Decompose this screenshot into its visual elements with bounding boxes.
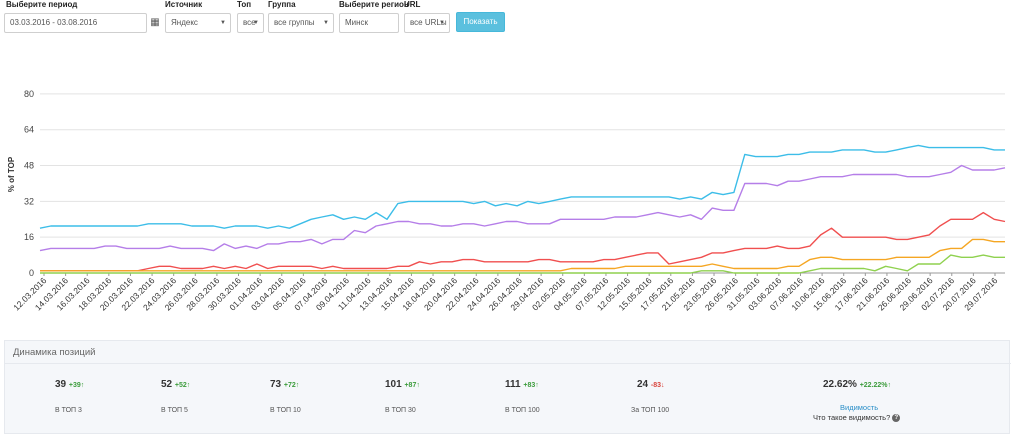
- arrow-up-icon: ↑: [416, 382, 420, 389]
- top-select[interactable]: все ▼: [237, 13, 264, 33]
- stat-delta: +22.22%: [859, 382, 888, 389]
- source-value: Яндекс: [171, 18, 198, 27]
- group-label: Группа: [268, 0, 296, 9]
- show-button[interactable]: Показать: [456, 12, 505, 32]
- arrow-down-icon: ↓: [661, 382, 665, 389]
- stat-top3: 39 +39↑: [55, 379, 84, 390]
- region-filter: Выберите регион: [339, 0, 409, 12]
- stat-value: 39: [55, 379, 67, 390]
- top-filter: Топ: [237, 0, 251, 12]
- stat-value: 52: [161, 379, 173, 390]
- arrow-up-icon: ↑: [80, 382, 85, 389]
- stat-top10: 73 +72↑: [270, 379, 299, 390]
- stat-top5: 52 +52↑: [161, 379, 190, 390]
- stat-delta: -83: [650, 382, 662, 389]
- arrow-up-icon: ↑: [295, 382, 300, 389]
- stat-delta: +39: [68, 382, 81, 389]
- url-select[interactable]: все URLы ▼: [404, 13, 450, 33]
- stat-label-top30: В ТОП 30: [385, 407, 416, 414]
- top-value: все: [243, 18, 256, 27]
- chevron-down-icon: ▼: [439, 20, 445, 26]
- dynamics-title: Динамика позиций: [13, 347, 96, 358]
- y-tick-label: 80: [24, 89, 34, 99]
- url-filter: URL: [404, 0, 420, 12]
- stat-delta: +52: [174, 382, 187, 389]
- region-select[interactable]: Минск: [339, 13, 399, 33]
- calendar-icon[interactable]: ▦: [150, 17, 160, 28]
- arrow-up-icon: ↑: [535, 382, 539, 389]
- dynamics-panel: Динамика позиций 39 +39↑ В ТОП 3 52 +52↑…: [4, 340, 1011, 434]
- top-label: Топ: [237, 0, 252, 9]
- stat-delta: +72: [283, 382, 296, 389]
- period-filter: Выберите период: [6, 0, 77, 12]
- url-label: URL: [404, 0, 421, 9]
- series-line-5: [40, 254, 1005, 274]
- region-value: Минск: [345, 18, 369, 27]
- y-tick-label: 64: [24, 125, 34, 135]
- stat-value: 22.62%: [823, 379, 857, 390]
- stat-label-top3: В ТОП 3: [55, 407, 82, 414]
- source-label: Источник: [165, 0, 203, 9]
- stat-value: 24: [637, 379, 649, 390]
- group-filter: Группа: [268, 0, 296, 12]
- stat-delta: +83: [523, 382, 536, 389]
- visibility-question-text: Что такое видимость?: [813, 413, 891, 422]
- group-select[interactable]: все группы ▼: [268, 13, 334, 33]
- chevron-down-icon: ▼: [220, 20, 226, 26]
- series-line-4: [40, 238, 1005, 272]
- stat-value: 111: [505, 379, 521, 390]
- chevron-down-icon: ▼: [253, 20, 259, 26]
- period-label: Выберите период: [6, 0, 78, 9]
- arrow-up-icon: ↑: [887, 382, 892, 389]
- region-label: Выберите регион: [339, 0, 409, 9]
- url-value: все URLы: [410, 18, 447, 27]
- stat-beyond-top100: 24 -83↓: [637, 379, 665, 390]
- stat-label-top100: В ТОП 100: [505, 407, 540, 414]
- stat-label-top10: В ТОП 10: [270, 407, 301, 414]
- source-filter: Источник: [165, 0, 202, 12]
- y-tick-label: 0: [29, 268, 34, 278]
- series-line-1: [39, 144, 1005, 229]
- stat-top100: 111 +83↑: [505, 379, 539, 390]
- stat-value: 101: [385, 379, 402, 390]
- filter-bar: Выберите период 03.03.2016 - 03.08.2016 …: [0, 0, 1024, 40]
- series-line-2: [39, 164, 1006, 252]
- question-circle-icon[interactable]: ?: [892, 414, 901, 423]
- y-tick-label: 16: [24, 232, 34, 242]
- stat-label-beyond-top100: За ТОП 100: [631, 407, 670, 414]
- arrow-up-icon: ↑: [186, 382, 191, 389]
- visibility-link[interactable]: Видимость: [840, 403, 879, 412]
- stat-label-top5: В ТОП 5: [161, 407, 188, 414]
- chevron-down-icon: ▼: [323, 20, 329, 26]
- y-axis-label: % of TOP: [7, 156, 16, 192]
- stat-visibility: 22.62% +22.22%↑: [823, 379, 891, 390]
- divider: [5, 363, 1011, 364]
- series-line-3: [40, 211, 1006, 272]
- visibility-question[interactable]: Что такое видимость? ?: [813, 413, 901, 423]
- period-input[interactable]: 03.03.2016 - 03.08.2016: [4, 13, 147, 33]
- y-tick-label: 48: [24, 161, 34, 171]
- stat-top30: 101 +87↑: [385, 379, 420, 390]
- y-tick-label: 32: [24, 196, 34, 206]
- source-select[interactable]: Яндекс ▼: [165, 13, 231, 33]
- group-value: все группы: [274, 18, 315, 27]
- stat-value: 73: [270, 379, 282, 390]
- stat-delta: +87: [404, 382, 417, 389]
